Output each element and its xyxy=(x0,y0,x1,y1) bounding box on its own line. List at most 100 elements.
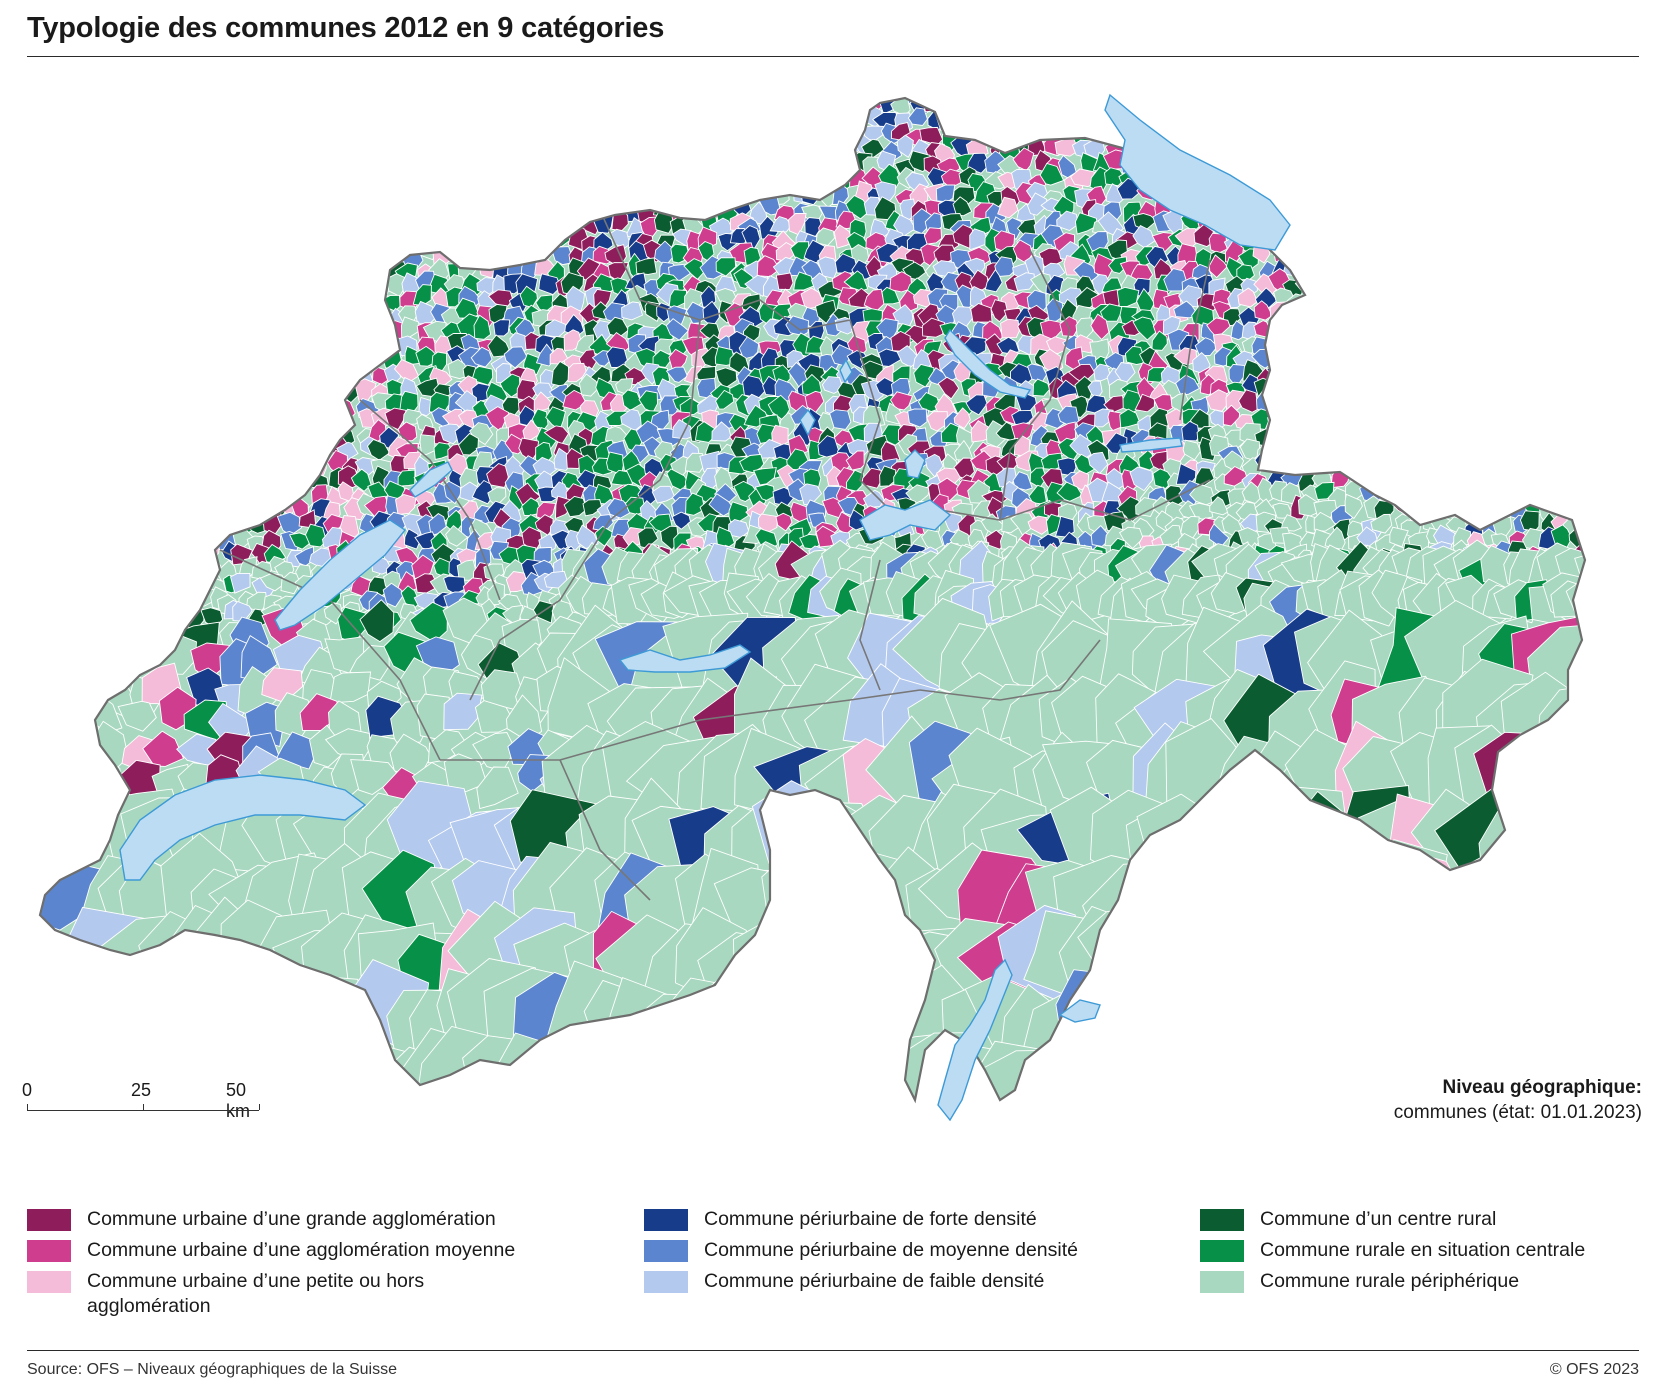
commune-area xyxy=(222,424,242,445)
commune-area xyxy=(1234,864,1339,952)
commune-area xyxy=(46,615,97,665)
commune-area xyxy=(439,197,461,220)
commune-area xyxy=(191,186,211,210)
commune-area xyxy=(231,107,257,130)
commune-area xyxy=(1536,465,1560,486)
commune-area xyxy=(353,179,377,202)
commune-area xyxy=(667,98,695,102)
commune-area xyxy=(1526,181,1547,203)
commune-area xyxy=(596,98,618,121)
commune-area xyxy=(1343,140,1369,164)
commune-area xyxy=(9,200,27,222)
commune-area xyxy=(514,218,534,240)
commune-area xyxy=(339,126,365,146)
commune-area xyxy=(1418,329,1440,351)
commune-area xyxy=(135,546,154,570)
commune-area xyxy=(85,503,107,524)
commune-area xyxy=(1373,155,1393,181)
commune-area xyxy=(252,336,271,358)
commune-area xyxy=(299,98,319,116)
commune-area xyxy=(937,376,960,400)
commune-area xyxy=(198,170,224,193)
commune-area xyxy=(1484,374,1503,401)
commune-area xyxy=(112,531,133,551)
commune-area xyxy=(1322,291,1347,312)
commune-area xyxy=(1298,125,1319,143)
canton-boundary xyxy=(359,399,501,601)
commune-area xyxy=(473,98,494,106)
commune-area xyxy=(1581,324,1585,342)
commune-area xyxy=(328,305,350,327)
commune-area xyxy=(251,482,277,505)
commune-area xyxy=(175,279,198,301)
commune-area xyxy=(1314,290,1336,313)
commune-area xyxy=(752,1019,854,1100)
commune-area xyxy=(1401,410,1423,432)
commune-area xyxy=(40,416,60,434)
commune-area xyxy=(653,98,674,114)
commune-area xyxy=(97,256,115,281)
commune-area xyxy=(1435,226,1457,248)
commune-area xyxy=(532,179,556,204)
commune-area xyxy=(252,288,274,313)
commune-area xyxy=(1423,223,1445,248)
commune-area xyxy=(806,98,824,100)
commune-area xyxy=(1531,345,1550,367)
commune-area xyxy=(13,149,30,169)
commune-area xyxy=(1388,117,1413,145)
commune-area xyxy=(1492,230,1513,252)
commune-area xyxy=(83,588,103,607)
commune-area xyxy=(275,362,300,383)
commune-area xyxy=(220,98,240,112)
commune-area xyxy=(235,415,259,434)
commune-area xyxy=(85,377,108,398)
commune-area xyxy=(366,246,388,266)
commune-area xyxy=(40,316,56,338)
commune-area xyxy=(456,152,480,174)
commune-area xyxy=(215,289,239,315)
commune-area xyxy=(399,186,424,208)
commune-area xyxy=(847,109,867,132)
commune-area xyxy=(40,498,58,517)
commune-area xyxy=(356,173,380,191)
commune-area xyxy=(1288,300,1308,323)
commune-area xyxy=(40,510,63,534)
commune-area xyxy=(308,214,334,236)
commune-area xyxy=(40,151,62,175)
commune-area xyxy=(672,419,696,440)
commune-area xyxy=(129,227,153,247)
commune-area xyxy=(208,392,229,415)
commune-area xyxy=(1289,1021,1378,1100)
commune-area xyxy=(13,483,35,506)
commune-area xyxy=(1129,466,1153,492)
commune-area xyxy=(582,131,605,150)
commune-area xyxy=(1404,98,1426,116)
commune-area xyxy=(40,488,50,505)
commune-area xyxy=(1404,243,1426,266)
commune-area xyxy=(70,186,92,207)
commune-area xyxy=(1330,171,1352,195)
commune-area xyxy=(321,150,343,177)
commune-area xyxy=(40,986,91,1071)
commune-area xyxy=(1335,967,1421,1061)
commune-area xyxy=(1325,424,1352,447)
commune-area xyxy=(1555,157,1577,178)
commune-area xyxy=(1237,99,1259,118)
commune-area xyxy=(1524,378,1546,406)
commune-area xyxy=(1468,441,1490,466)
commune-area xyxy=(41,561,62,585)
commune-area xyxy=(1251,155,1276,177)
commune-area xyxy=(324,376,347,399)
commune-area xyxy=(266,258,286,282)
commune-area xyxy=(490,125,514,145)
commune-area xyxy=(1319,186,1340,206)
commune-area xyxy=(138,231,163,250)
commune-area xyxy=(474,700,516,733)
commune-area xyxy=(204,136,226,158)
commune-area xyxy=(40,184,50,204)
commune-area xyxy=(132,515,154,540)
commune-area xyxy=(128,197,151,217)
commune-area xyxy=(1540,447,1562,471)
commune-area xyxy=(469,422,494,446)
commune-area xyxy=(43,456,63,480)
